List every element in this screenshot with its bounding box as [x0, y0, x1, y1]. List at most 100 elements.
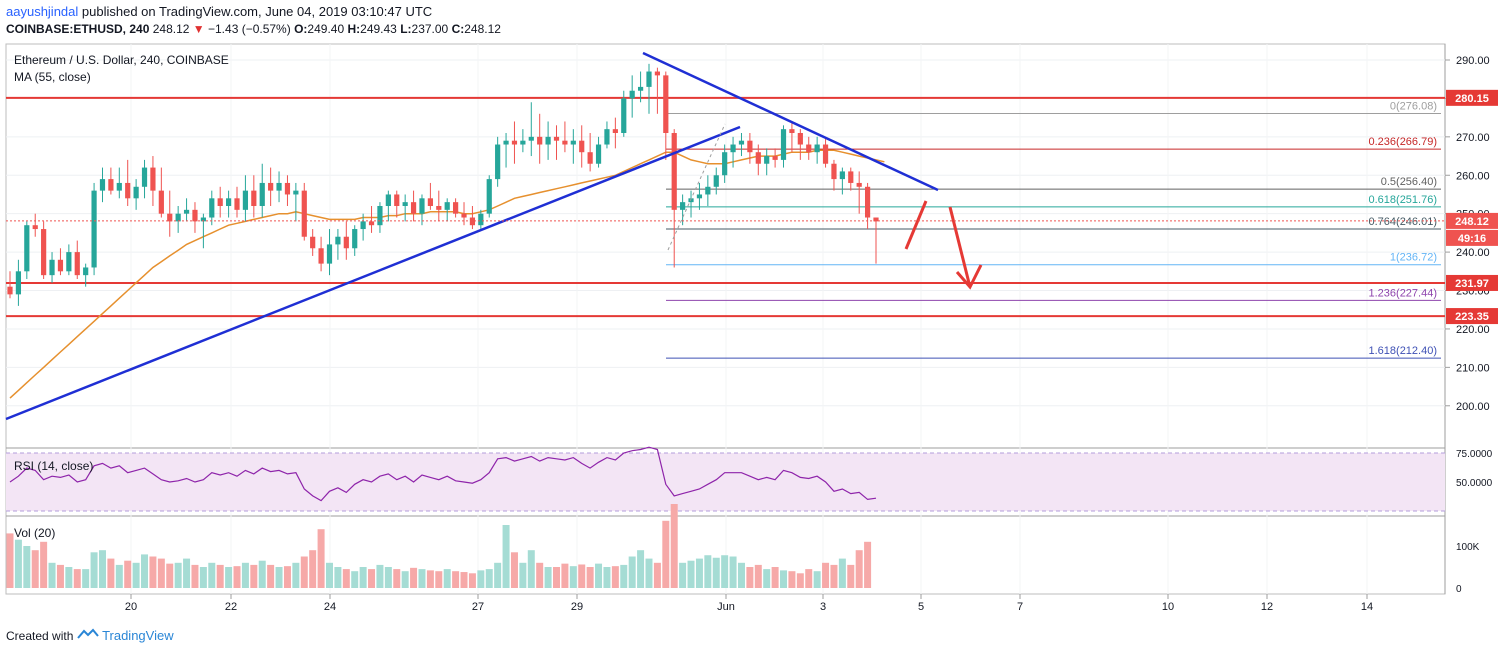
- volume-bar: [410, 567, 418, 588]
- volume-bar: [721, 555, 729, 588]
- price-tick-label: 260.00: [1456, 170, 1490, 182]
- candle-body: [612, 129, 618, 133]
- candle-body: [444, 202, 450, 210]
- candle-body: [864, 186, 871, 218]
- volume-bar: [822, 562, 830, 588]
- ohlc-header: COINBASE:ETHUSD, 240 248.12 ▼ −1.43 (−0.…: [6, 22, 501, 36]
- candle-body: [856, 182, 862, 187]
- volume-bar: [662, 520, 670, 588]
- volume-bar: [679, 562, 687, 588]
- volume-bar: [637, 550, 645, 588]
- candle-body: [453, 202, 459, 214]
- candle-body: [680, 202, 686, 210]
- volume-bar: [342, 569, 350, 588]
- candle-body: [268, 182, 274, 191]
- fib-level-label: 1(236.72): [1390, 252, 1437, 264]
- level-badge-label: 231.97: [1455, 278, 1489, 290]
- volume-bar: [258, 560, 266, 588]
- volume-bar: [115, 564, 123, 588]
- candle-body: [377, 205, 383, 226]
- price-tick-label: 210.00: [1456, 362, 1490, 374]
- countdown-badge-label: 49:16: [1458, 233, 1486, 245]
- candle-body: [217, 198, 223, 206]
- vol-pane-title[interactable]: Vol (20): [14, 526, 55, 540]
- volume-bar: [40, 541, 48, 588]
- volume-bar: [241, 562, 249, 588]
- volume-bar: [544, 567, 552, 588]
- volume-bar: [561, 563, 569, 588]
- tradingview-brand[interactable]: TradingView: [102, 628, 174, 643]
- volume-bar: [334, 567, 342, 588]
- candle-body: [66, 252, 72, 272]
- volume-bar: [553, 567, 561, 588]
- candle-body: [747, 140, 753, 153]
- volume-bar: [595, 563, 603, 588]
- fib-level-label: 0.764(246.01): [1369, 216, 1438, 228]
- candle-body: [839, 171, 845, 180]
- candle-body: [125, 182, 131, 199]
- main-pane-title: Ethereum / U.S. Dollar, 240, COINBASE: [14, 53, 229, 67]
- projection-down-arrow[interactable]: [948, 206, 972, 288]
- descending-trendline[interactable]: [642, 51, 939, 192]
- volume-bar: [23, 546, 31, 588]
- candle-body: [663, 75, 669, 133]
- candle-body: [772, 156, 778, 160]
- candle-body: [91, 190, 97, 268]
- change-value: −1.43 (−0.57%): [208, 22, 291, 36]
- candle-body: [200, 217, 206, 222]
- price-tick-label: 220.00: [1456, 324, 1490, 336]
- candle-body: [722, 152, 728, 176]
- projection-up-arrow[interactable]: [904, 200, 928, 250]
- horizontal-levels: 280.15 231.97 223.35: [6, 89, 1498, 325]
- candle-body: [301, 190, 307, 237]
- volume-bar: [267, 564, 275, 588]
- candle-body: [528, 136, 534, 141]
- volume-bar: [359, 567, 367, 588]
- volume-bar: [90, 552, 98, 588]
- volume-bar: [670, 504, 678, 588]
- volume-bar: [14, 539, 22, 588]
- volume-bar: [292, 562, 300, 588]
- volume-bar: [216, 564, 224, 588]
- candle-body: [814, 144, 820, 153]
- candle-body: [738, 140, 745, 145]
- volume-bar: [603, 567, 611, 588]
- volume-bar: [107, 558, 115, 588]
- candle-body: [637, 86, 644, 91]
- arrow-head-icon: [955, 264, 983, 290]
- volume-bar: [275, 567, 283, 588]
- candle-body: [469, 217, 476, 226]
- volume-bar: [527, 550, 535, 588]
- candle-body: [562, 140, 568, 145]
- candle-body: [326, 244, 333, 264]
- rsi-pane-title[interactable]: RSI (14, close): [14, 459, 93, 473]
- volume-bar: [805, 569, 813, 588]
- candle-body: [7, 286, 13, 295]
- fibonacci-levels: 0(276.08) 0.236(266.79) 0.5(256.40) 0.618(2…: [666, 100, 1441, 359]
- last-price-badge-label: 248.12: [1455, 216, 1489, 228]
- volume-bar: [443, 569, 451, 588]
- candle-body: [595, 144, 602, 164]
- author-link[interactable]: aayushjindal: [6, 4, 79, 19]
- candle-body: [108, 179, 114, 191]
- volume-bar: [502, 525, 510, 588]
- volume-bar: [830, 564, 838, 588]
- volume-bar: [780, 570, 788, 588]
- ma-indicator-label[interactable]: MA (55, close): [14, 70, 91, 84]
- candle-body: [537, 136, 543, 145]
- volume-bar: [494, 562, 502, 588]
- ascending-trendline[interactable]: [5, 125, 741, 421]
- time-tick-label: 20: [125, 601, 137, 613]
- price-tick-label: 270.00: [1456, 132, 1490, 144]
- fib-level-label: 1.618(212.40): [1369, 345, 1438, 357]
- fib-anchor-line: [667, 123, 726, 251]
- candle-body: [822, 144, 829, 164]
- candle-body: [831, 163, 837, 180]
- volume-bar: [712, 557, 720, 588]
- volume-bar: [847, 564, 855, 588]
- volume-bar: [225, 567, 233, 588]
- volume-bar: [300, 556, 308, 588]
- volume-bar: [435, 571, 443, 588]
- candle-body: [385, 194, 391, 206]
